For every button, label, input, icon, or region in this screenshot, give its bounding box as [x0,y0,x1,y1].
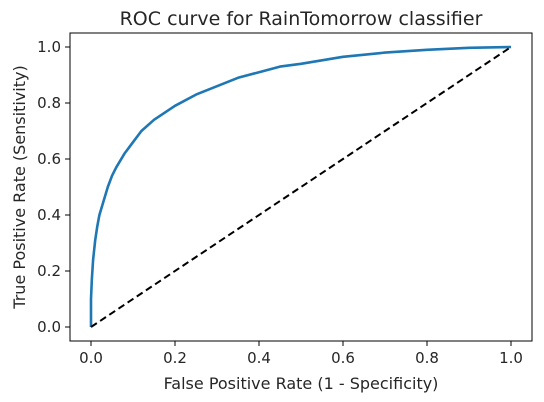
y-axis-label: True Positive Rate (Sensitivity) [10,65,29,309]
y-tick-label: 0.0 [37,318,61,336]
x-tick-label: 0.4 [247,349,271,367]
roc-curve-line [89,45,512,327]
y-tick-label: 0.8 [37,94,61,112]
y-tick-label: 0.4 [37,206,61,224]
y-tick-label: 0.2 [37,262,61,280]
chance-diagonal-line [90,46,512,328]
x-tick-label: 0.8 [415,349,439,367]
x-tick-label: 0.2 [163,349,187,367]
x-tick-label: 0.0 [79,349,103,367]
plot-area [89,45,512,328]
x-tick-label: 0.6 [331,349,355,367]
y-tick-label: 1.0 [37,38,61,56]
x-axis-label: False Positive Rate (1 - Specificity) [164,374,439,393]
axes-frame [69,32,533,342]
chart-title: ROC curve for RainTomorrow classifier [120,8,483,30]
x-tick-label: 1.0 [499,349,523,367]
y-tick-label: 0.6 [37,150,61,168]
